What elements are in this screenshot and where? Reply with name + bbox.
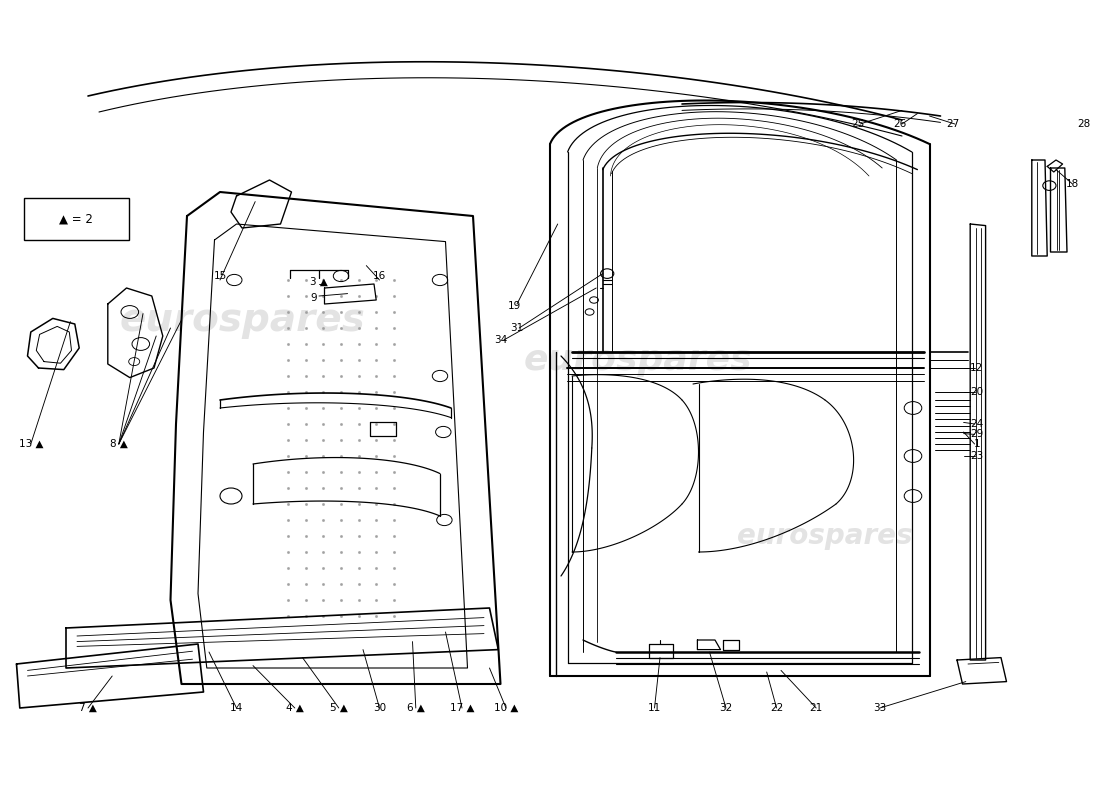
Text: 16: 16 <box>373 271 386 281</box>
Text: 7 ▲: 7 ▲ <box>79 703 97 713</box>
Text: 23: 23 <box>970 451 983 461</box>
Text: 12: 12 <box>970 363 983 373</box>
Text: 29: 29 <box>970 430 983 439</box>
Text: 10 ▲: 10 ▲ <box>494 703 518 713</box>
Text: 31: 31 <box>510 323 524 333</box>
Text: 8 ▲: 8 ▲ <box>110 439 128 449</box>
Text: 13 ▲: 13 ▲ <box>19 439 43 449</box>
Text: eurospares: eurospares <box>524 343 752 377</box>
Text: 9: 9 <box>310 293 317 302</box>
Text: 21: 21 <box>810 703 823 713</box>
Text: 25: 25 <box>851 119 865 129</box>
Text: 27: 27 <box>946 119 959 129</box>
Text: 1: 1 <box>974 439 980 449</box>
Text: 32: 32 <box>719 703 733 713</box>
Text: 22: 22 <box>770 703 783 713</box>
Text: 14: 14 <box>230 703 243 713</box>
Bar <box>24 198 129 240</box>
Text: 20: 20 <box>970 387 983 397</box>
Text: 34: 34 <box>494 335 507 345</box>
Text: 18: 18 <box>1066 179 1079 189</box>
Text: 6 ▲: 6 ▲ <box>407 703 425 713</box>
Text: 33: 33 <box>873 703 887 713</box>
Text: 3 ▲: 3 ▲ <box>310 277 328 286</box>
Text: 15: 15 <box>213 271 227 281</box>
Text: 24: 24 <box>970 419 983 429</box>
Text: eurospares: eurospares <box>119 301 365 339</box>
Text: ▲ = 2: ▲ = 2 <box>59 213 92 226</box>
Text: 5 ▲: 5 ▲ <box>330 703 348 713</box>
Text: 30: 30 <box>373 703 386 713</box>
Text: 17 ▲: 17 ▲ <box>450 703 474 713</box>
Text: 26: 26 <box>893 119 906 129</box>
Text: 28: 28 <box>1077 119 1090 129</box>
Text: 4 ▲: 4 ▲ <box>286 703 304 713</box>
Text: 11: 11 <box>648 703 661 713</box>
Text: 19: 19 <box>508 301 521 310</box>
Text: eurospares: eurospares <box>737 522 913 550</box>
